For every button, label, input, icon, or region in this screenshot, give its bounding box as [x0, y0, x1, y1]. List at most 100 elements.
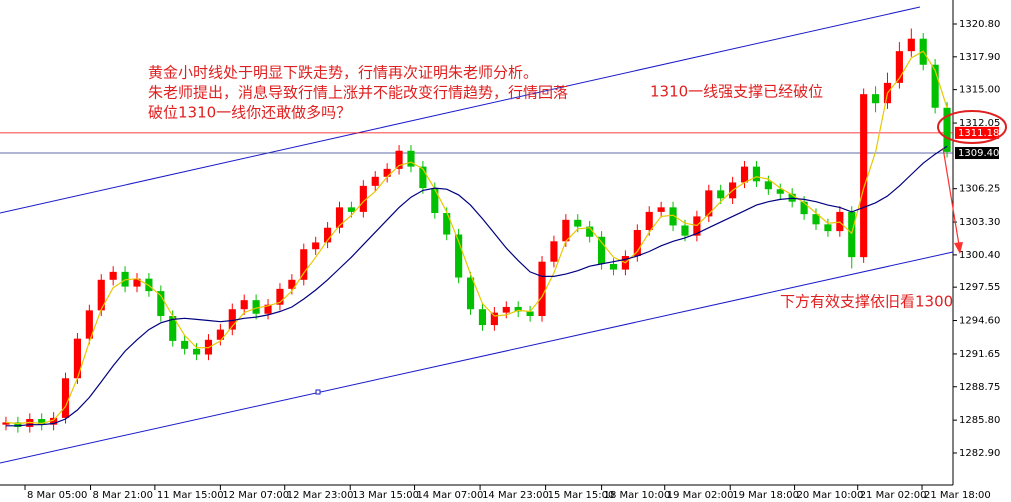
candle-body [633, 229, 641, 257]
candle-body [335, 207, 344, 228]
candle-body [657, 207, 665, 212]
candle-body [478, 309, 487, 326]
candle-body [800, 201, 808, 215]
candle-body [169, 316, 177, 341]
candle-body [300, 249, 308, 280]
y-tick-label: 1288.75 [959, 382, 1000, 393]
candle-body [752, 166, 761, 182]
candle-body [895, 51, 903, 83]
candle-body [586, 226, 594, 237]
candle-body [395, 150, 403, 169]
candle-body [490, 312, 498, 326]
y-tick-label: 1285.80 [959, 415, 1000, 426]
x-tick-label: 11 Mar 15:00 [157, 490, 224, 501]
candle-body [240, 300, 248, 310]
candle-body [50, 417, 58, 425]
arrow-head [954, 242, 963, 254]
x-tick-label: 15 Mar 15:00 [548, 490, 615, 501]
candle-body [383, 168, 391, 177]
x-tick-label: 21 Mar 18:00 [924, 490, 991, 501]
y-tick-label: 1282.90 [959, 448, 1000, 459]
candle-body [824, 224, 832, 232]
candle-body [562, 219, 570, 242]
price-label: 1311.18 [958, 128, 999, 139]
candle-body [73, 338, 82, 379]
candle-body [264, 304, 272, 314]
candle-body [431, 188, 439, 214]
y-tick-label: 1294.60 [959, 316, 1000, 327]
candle-body [85, 310, 93, 339]
candle-body [61, 378, 70, 418]
price-label-box [955, 147, 999, 160]
price-label: 1309.40 [958, 148, 999, 159]
candle-body [550, 241, 558, 262]
annotation: 1310一线强支撑已经破位 [650, 83, 823, 101]
x-tick-label: 13 Mar 15:00 [352, 490, 419, 501]
candle-body [2, 422, 10, 425]
candle-body [407, 150, 415, 167]
candle-body [466, 277, 475, 310]
y-tick-label: 1300.40 [959, 250, 1000, 261]
annotation: 朱老师提出，消息导致行情上涨并不能改变行情趋势，行情回落 [148, 84, 568, 102]
candle-body [371, 176, 379, 186]
candle-body [181, 340, 189, 349]
moving-average [6, 145, 948, 427]
candle-body [14, 422, 22, 427]
candle-body [312, 242, 320, 250]
candle-body [609, 263, 618, 270]
moving-average [5, 50, 948, 425]
candle-body [324, 227, 332, 243]
x-tick-label: 19 Mar 18:00 [732, 490, 799, 501]
y-tick-label: 1291.65 [959, 349, 1000, 360]
candle-body [538, 261, 546, 317]
x-tick-label: 8 Mar 21:00 [93, 490, 153, 501]
candle-body [502, 306, 510, 313]
candle-body [216, 329, 224, 340]
candle-body [860, 94, 868, 258]
candle-body [812, 214, 820, 225]
y-tick-label: 1312.05 [959, 118, 1000, 129]
x-tick-label: 14 Mar 23:00 [482, 490, 549, 501]
candle-body [276, 288, 284, 305]
candle-body [419, 166, 427, 189]
candle-body [681, 225, 689, 236]
candle-body [740, 166, 749, 183]
candle-body [907, 38, 915, 52]
candle-body [97, 279, 105, 311]
annotation: 破位1310一线你还敢做多吗？ [148, 104, 351, 122]
arrow [942, 147, 960, 246]
candle-body [38, 419, 46, 425]
candle-body [705, 190, 713, 217]
candle-body [443, 213, 451, 235]
y-tick-label: 1306.25 [959, 184, 1000, 195]
x-tick-label: 8 Mar 05:00 [27, 490, 87, 501]
y-tick-label: 1303.30 [959, 217, 1000, 228]
candle-body [776, 189, 784, 194]
candle-body [598, 236, 606, 264]
candle-body [574, 219, 582, 227]
x-tick-label: 19 Mar 02:00 [667, 490, 734, 501]
candle-body [931, 64, 939, 108]
y-tick-label: 1320.80 [959, 19, 1000, 30]
channel-upper [0, 6, 921, 214]
candle-body [157, 291, 165, 317]
x-tick-label: 18 Mar 10:00 [604, 490, 671, 501]
candle-body [669, 207, 677, 226]
candle-body [109, 271, 117, 280]
candle-body [645, 211, 653, 230]
highlight-circle [937, 110, 1007, 144]
candle-body [871, 94, 880, 104]
candle-body [288, 279, 296, 289]
candle-body [228, 309, 236, 330]
candle-body [764, 181, 772, 190]
x-tick-label: 21 Mar 02:00 [860, 490, 927, 501]
candle-body [848, 211, 856, 258]
channel-lower [0, 251, 954, 464]
annotation: 黄金小时线处于明显下跌走势，行情再次证明朱老师分析。 [148, 64, 538, 82]
x-tick-label: 12 Mar 07:00 [222, 490, 289, 501]
candle-body [526, 311, 534, 317]
x-tick-label: 12 Mar 23:00 [287, 490, 354, 501]
